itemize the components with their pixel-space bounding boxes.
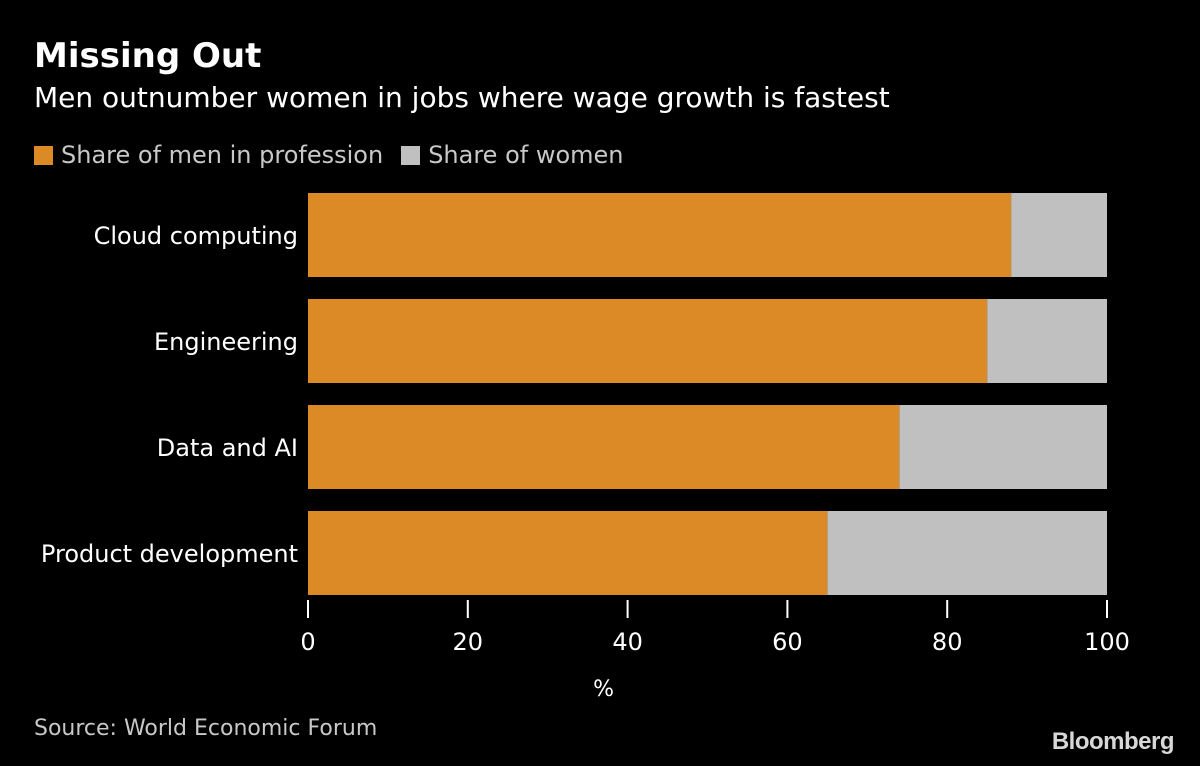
bar-men-engineering — [308, 299, 988, 383]
x-tick-label: 60 — [772, 628, 803, 656]
legend-label-men: Share of men in profession — [61, 141, 384, 169]
legend: Share of men in profession Share of wome… — [34, 140, 642, 170]
chart-subtitle: Men outnumber women in jobs where wage g… — [34, 81, 890, 114]
bloomberg-logo: Bloomberg — [1051, 728, 1175, 755]
legend-item-women: Share of women — [401, 141, 624, 169]
bar-men-data-and-ai — [308, 405, 900, 489]
legend-label-women: Share of women — [428, 141, 624, 169]
x-tick-label: 40 — [612, 628, 643, 656]
bar-men-cloud-computing — [308, 193, 1012, 277]
category-label: Engineering — [154, 328, 298, 356]
legend-swatch-women — [401, 145, 421, 165]
bar-women-cloud-computing — [1011, 193, 1107, 277]
chart-title: Missing Out — [34, 36, 262, 76]
bar-women-engineering — [987, 299, 1107, 383]
category-label: Product development — [41, 540, 298, 568]
category-label: Data and AI — [157, 434, 298, 462]
bar-women-data-and-ai — [899, 405, 1107, 489]
x-axis-label: % — [593, 677, 614, 702]
legend-item-men: Share of men in profession — [34, 141, 383, 169]
x-tick-label: 0 — [300, 628, 315, 656]
bar-men-product-development — [308, 511, 828, 595]
bar-women-product-development — [827, 511, 1107, 595]
category-label: Cloud computing — [94, 222, 298, 250]
legend-swatch-men — [34, 145, 53, 165]
x-tick-label: 20 — [453, 628, 484, 656]
x-tick-label: 80 — [932, 628, 963, 656]
source-note: Source: World Economic Forum — [34, 716, 378, 741]
x-tick-label: 100 — [1084, 628, 1130, 656]
